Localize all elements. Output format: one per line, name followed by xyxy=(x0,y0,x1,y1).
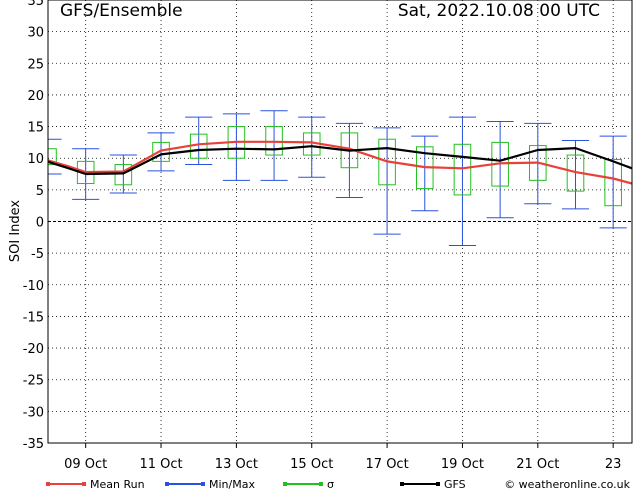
y-tick-label: 5 xyxy=(36,184,44,199)
x-tick-label: 15 Oct xyxy=(290,457,333,472)
sigma-box xyxy=(48,148,57,166)
y-tick-label: 15 xyxy=(27,121,44,136)
y-tick-label: -15 xyxy=(23,310,44,325)
x-tick-label: 23 xyxy=(605,457,622,472)
legend-swatch-marker xyxy=(319,482,323,486)
legend-label: Mean Run xyxy=(90,478,145,490)
chart-title: GFS/Ensemble xyxy=(60,1,183,21)
legend-swatch-marker xyxy=(165,482,169,486)
run-date: Sat, 2022.10.08 00 UTC xyxy=(398,1,600,21)
y-tick-label: -30 xyxy=(23,405,44,420)
y-tick-label: 20 xyxy=(27,89,44,104)
y-tick-label: 25 xyxy=(27,57,44,72)
legend-swatch-marker xyxy=(82,482,86,486)
y-tick-label: -5 xyxy=(31,247,44,262)
legend-label: GFS xyxy=(444,478,466,490)
gfs-line xyxy=(48,145,632,176)
x-tick-label: 11 Oct xyxy=(139,457,182,472)
y-tick-label: 0 xyxy=(36,216,44,231)
x-tick-label: 13 Oct xyxy=(215,457,258,472)
y-tick-label: 35 xyxy=(27,0,44,9)
sigma-box xyxy=(114,164,133,186)
legend-label: Min/Max xyxy=(209,478,255,490)
legend-swatch-marker xyxy=(400,482,404,486)
legend-swatch-marker xyxy=(283,482,287,486)
x-tick-label: 21 Oct xyxy=(516,457,559,472)
y-tick-label: -10 xyxy=(23,279,44,294)
series-group xyxy=(48,110,632,247)
legend-swatch-marker xyxy=(201,482,205,486)
x-tick-label: 17 Oct xyxy=(366,457,409,472)
legend-swatch-marker xyxy=(46,482,50,486)
y-tick-label: 30 xyxy=(27,26,44,41)
legend-swatch-marker xyxy=(436,482,440,486)
sigma-box xyxy=(453,143,472,196)
mean-run-line xyxy=(48,140,632,185)
legend: Mean Run Min/Max σ GFS xyxy=(46,478,466,490)
y-tick-label: -35 xyxy=(23,437,44,452)
sigma-box xyxy=(604,158,622,207)
plot-frame xyxy=(47,0,633,444)
x-tick-label: 19 Oct xyxy=(441,457,484,472)
legend-label: σ xyxy=(327,478,334,490)
plot-area: 35 30 25 20 15 10 5 0 -5 -10 -15 -20 -25 -30 -35 09 Oct… xyxy=(23,0,633,472)
sigma-box xyxy=(152,141,170,162)
y-tick-label: -25 xyxy=(23,374,44,389)
x-tick-label: 09 Oct xyxy=(64,457,107,472)
y-tick-label: -20 xyxy=(23,342,44,357)
y-tick-label: 10 xyxy=(27,152,44,167)
credit-text: © weatheronline.co.uk xyxy=(504,478,630,490)
y-axis-label: SOI Index xyxy=(8,200,23,263)
